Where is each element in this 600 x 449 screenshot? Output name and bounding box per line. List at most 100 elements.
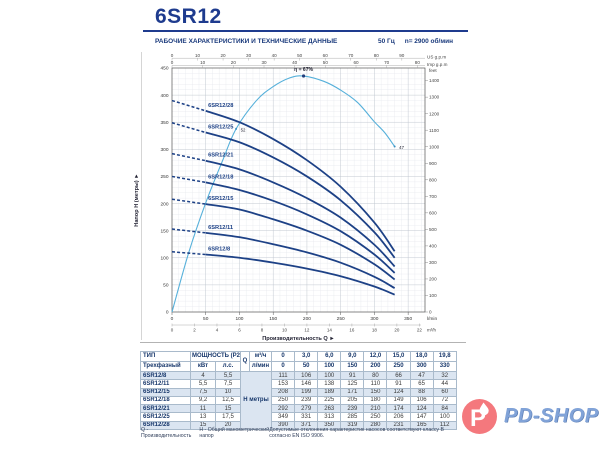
svg-text:Производительность Q ►: Производительность Q ►	[262, 336, 335, 342]
table-row: 6SR12/8 4 5,5 Н метры 111 106 100 91 80 66 47 32	[140, 370, 457, 431]
table-cell: 225	[317, 395, 342, 406]
efficiency-curve: η = 67% 52 47	[171, 67, 405, 313]
table-cell: кВт	[190, 361, 216, 372]
svg-text:16: 16	[349, 328, 355, 333]
table-cell: 147	[409, 412, 434, 422]
table-cell: 150	[340, 361, 365, 372]
table-cell: 5,5	[190, 379, 216, 389]
table-cell: м³/ч	[249, 351, 273, 362]
table-row: 6SR12/25 13 17,5 349 331 313 285 250 206 147 100	[140, 412, 457, 422]
table-cell: 250	[271, 395, 296, 406]
svg-text:50: 50	[203, 316, 209, 322]
svg-text:6SR12/11: 6SR12/11	[208, 225, 233, 231]
table-cell: 3,0	[294, 351, 319, 362]
chart-grid	[172, 68, 425, 312]
svg-text:600: 600	[429, 210, 437, 215]
head-unit-cell: Н метры	[240, 370, 273, 431]
table-cell: 110	[363, 379, 388, 389]
table-cell: 279	[294, 404, 319, 414]
svg-text:8: 8	[261, 328, 264, 333]
svg-text:6: 6	[238, 328, 241, 333]
table-cell: 153	[271, 379, 296, 389]
table-cell: 15	[214, 404, 242, 414]
logo-text: PD-SHOP	[504, 405, 599, 427]
footnotes: Q - Производительность Н - Общий маномет…	[141, 427, 458, 439]
svg-text:100: 100	[160, 255, 168, 261]
logo-circle	[462, 399, 497, 434]
table-cell: 15,0	[386, 351, 411, 362]
svg-text:200: 200	[429, 277, 437, 282]
table-cell: л/мин	[249, 361, 273, 372]
table-cell: 210	[363, 404, 388, 414]
table-cell: 12,0	[363, 351, 388, 362]
table-cell: 60	[432, 387, 457, 397]
svg-text:6SR12/15: 6SR12/15	[208, 196, 233, 202]
svg-text:1100: 1100	[429, 128, 439, 133]
table-cell: 206	[386, 412, 411, 422]
svg-text:150: 150	[269, 316, 277, 322]
svg-text:450: 450	[160, 66, 168, 72]
svg-text:14: 14	[327, 328, 333, 333]
svg-text:22: 22	[417, 328, 423, 333]
svg-text:feet: feet	[429, 68, 437, 73]
svg-text:0: 0	[166, 310, 169, 316]
table-cell: 84	[432, 404, 457, 414]
table-cell: 208	[271, 387, 296, 397]
svg-text:400: 400	[160, 93, 168, 99]
svg-text:1300: 1300	[429, 95, 440, 100]
svg-text:0: 0	[171, 316, 174, 322]
svg-text:0: 0	[429, 310, 432, 315]
title-underline	[143, 30, 468, 32]
svg-text:0: 0	[171, 53, 174, 58]
table-cell: 4	[190, 370, 216, 381]
table-cell: 250	[386, 361, 411, 372]
svg-text:700: 700	[429, 194, 437, 199]
table-cell: 19,8	[432, 351, 457, 362]
table-cell: 174	[386, 404, 411, 414]
table-cell: 205	[340, 395, 365, 406]
table-cell: 12,5	[214, 395, 242, 406]
head-curves: 6SR12/28 6SR12/25 6SR12/21 6SR12/18 6SR12/15…	[171, 99, 396, 296]
table-cell: 91	[340, 370, 365, 381]
svg-text:1400: 1400	[429, 78, 440, 83]
left-head-axis: 0 50 100 150 200 250 300 350 400 450 Напор H (метр…	[134, 66, 169, 316]
table-cell: 106	[409, 395, 434, 406]
model-cell: 6SR12/8	[140, 370, 191, 381]
table-cell: 9,0	[340, 351, 365, 362]
table-cell: 111	[271, 370, 296, 381]
svg-text:350: 350	[160, 120, 168, 126]
svg-text:200: 200	[160, 201, 168, 207]
table-cell: Q	[240, 351, 251, 372]
svg-text:6SR12/21: 6SR12/21	[208, 153, 233, 159]
svg-text:80: 80	[415, 60, 421, 65]
svg-text:10: 10	[195, 53, 201, 58]
model-cell: 6SR12/18	[140, 395, 191, 406]
svg-text:50: 50	[297, 53, 303, 58]
pump-curves-svg: 0 10 20 30 40 50 60 70 80 90 US g.p.m0 10 20 30 40 50 60…	[134, 53, 448, 342]
svg-text:10: 10	[282, 328, 288, 333]
page-title: 6SR12	[155, 5, 222, 28]
table-cell: ТИП	[140, 351, 191, 362]
top-gpm-axes: 0 10 20 30 40 50 60 70 80 90 US g.p.m 0 10 20 30 40 50 60…	[171, 53, 448, 68]
table-cell: 66	[386, 370, 411, 381]
svg-text:2: 2	[193, 328, 196, 333]
svg-text:80: 80	[374, 53, 380, 58]
pd-shop-logo: P PD-SHOP	[461, 398, 599, 435]
model-cell: 6SR12/21	[140, 404, 191, 414]
svg-text:90: 90	[399, 53, 405, 58]
svg-text:40: 40	[272, 53, 278, 58]
table-cell: 200	[363, 361, 388, 372]
svg-text:30: 30	[246, 53, 252, 58]
logo-mark-icon: P	[462, 399, 497, 434]
svg-text:0: 0	[171, 328, 174, 333]
table-cell: 263	[317, 404, 342, 414]
table-cell: 80	[363, 370, 388, 381]
svg-text:50: 50	[323, 60, 329, 65]
svg-text:40: 40	[292, 60, 298, 65]
svg-text:500: 500	[429, 227, 437, 232]
svg-text:US g.p.m: US g.p.m	[427, 55, 446, 60]
table-cell: л.с.	[214, 361, 242, 372]
